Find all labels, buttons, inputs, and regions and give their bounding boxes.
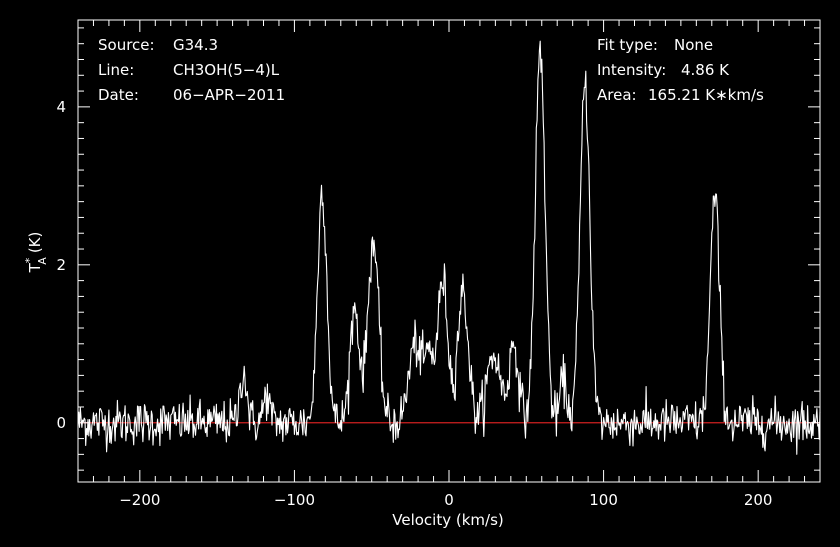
axes-layer: −200 −100 0 100 200 0 2 4: [56, 19, 821, 509]
fit-type-label: Fit type:: [597, 36, 658, 54]
x-tick-label: 200: [744, 491, 773, 509]
x-tick-label: −200: [119, 491, 160, 509]
intensity-value: 4.86 K: [681, 61, 730, 79]
x-tick-label: 0: [444, 491, 454, 509]
y-axis-label: T*A (K): [23, 232, 49, 274]
intensity-label: Intensity:: [597, 61, 666, 79]
fit-type-value: None: [674, 36, 713, 54]
y-tick-label: 0: [56, 414, 66, 432]
area-value: 165.21 K∗km/s: [648, 86, 764, 104]
source-label: Source:: [98, 36, 155, 54]
x-tick-label: 100: [589, 491, 618, 509]
y-axis-label-main: T: [26, 262, 44, 273]
y-axis-label-unit: (K): [26, 232, 44, 254]
y-tick-label: 4: [56, 98, 66, 116]
x-tick-label: −100: [274, 491, 315, 509]
area-label: Area:: [597, 86, 637, 104]
y-tick-label: 2: [56, 256, 66, 274]
line-value: CH3OH(5−4)L: [173, 61, 280, 79]
spectrum-line: [77, 40, 821, 455]
date-value: 06−APR−2011: [173, 86, 285, 104]
spectrum-layer: [77, 40, 821, 455]
date-label: Date:: [98, 86, 139, 104]
y-axis-label-sub: A: [36, 257, 49, 265]
x-axis-label: Velocity (km/s): [392, 511, 503, 529]
svg-text:T*A(K): T*A (K): [23, 232, 49, 274]
line-label: Line:: [98, 61, 134, 79]
y-axis-label-sup: *: [23, 257, 36, 263]
source-value: G34.3: [173, 36, 218, 54]
